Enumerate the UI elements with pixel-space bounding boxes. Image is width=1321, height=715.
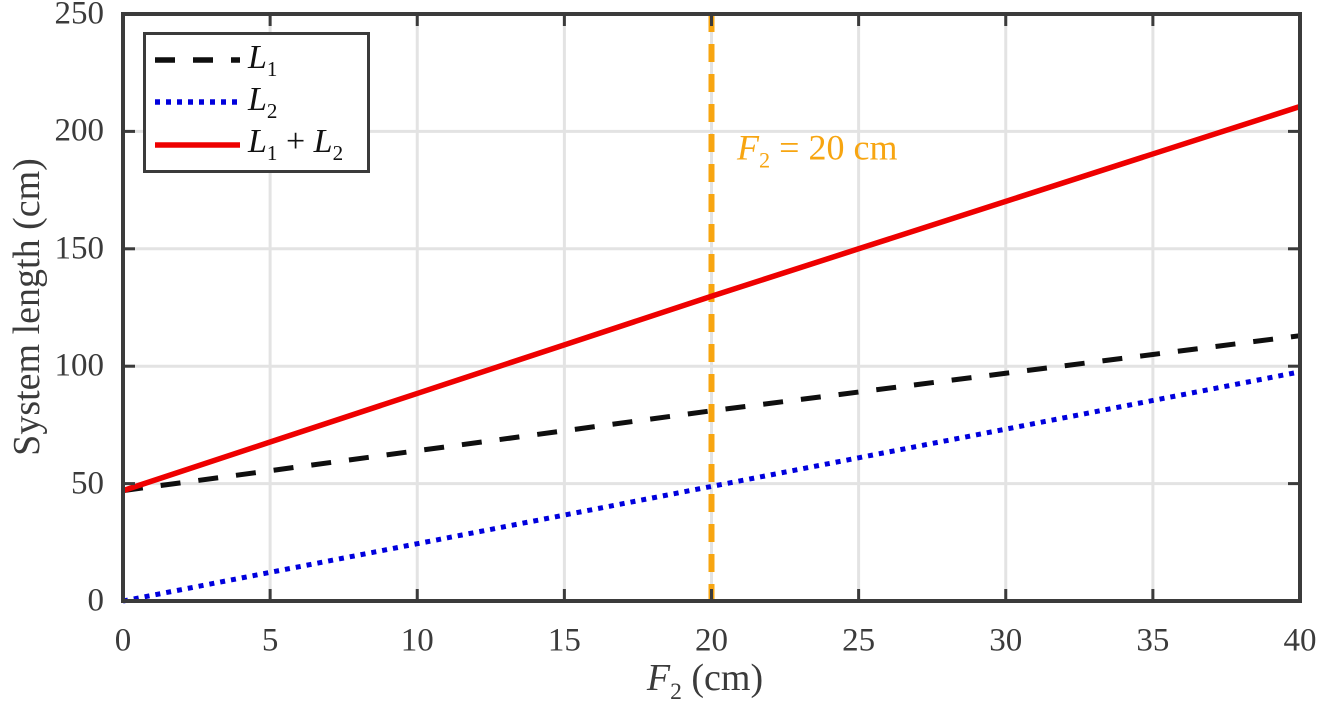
y-tick-label-0: 0 — [87, 582, 105, 619]
dotted-line-sample-icon — [155, 99, 240, 106]
y-tick-label-250: 250 — [54, 0, 105, 32]
legend: L1 L2 L1 + L2 — [143, 32, 370, 173]
y-tick-label-200: 200 — [54, 112, 105, 149]
legend-label-l1: L1 — [248, 38, 278, 81]
x-tick-label-10: 10 — [400, 622, 434, 659]
solid-line-sample-icon — [155, 142, 240, 148]
x-tick-label-40: 40 — [1283, 622, 1317, 659]
x-tick-label-5: 5 — [261, 622, 279, 659]
x-tick-label-25: 25 — [842, 622, 876, 659]
y-tick-label-100: 100 — [54, 347, 105, 384]
legend-item-l1: L1 — [155, 38, 359, 81]
y-tick-label-150: 150 — [54, 230, 105, 267]
series-line-l2 — [122, 369, 1301, 604]
x-tick-label-0: 0 — [114, 622, 132, 659]
legend-label-l2: L2 — [248, 81, 278, 123]
y-tick-label-50: 50 — [71, 465, 104, 502]
dashed-line-sample-icon — [155, 57, 240, 63]
series-line-l1plusl2 — [122, 103, 1301, 494]
x-tick-label-20: 20 — [695, 622, 728, 659]
x-tick-label-30: 30 — [989, 622, 1023, 659]
vline-annotation: F2 = 20 cm — [737, 127, 898, 173]
series-line-l1 — [122, 333, 1301, 494]
legend-item-l1-plus-l2: L1 + L2 — [155, 125, 359, 164]
legend-label-l1-plus-l2: L1 + L2 — [248, 123, 344, 166]
x-tick-label-15: 15 — [547, 622, 581, 659]
x-tick-label-35: 35 — [1136, 622, 1170, 659]
x-axis-label: F2 (cm) — [646, 657, 764, 705]
y-axis-label: System length (cm) — [6, 158, 48, 456]
legend-item-l2: L2 — [155, 83, 359, 122]
